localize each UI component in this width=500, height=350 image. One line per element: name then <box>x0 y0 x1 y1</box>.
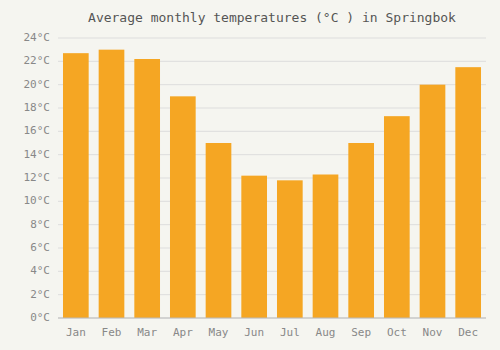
x-tick-label: Jul <box>280 326 300 339</box>
page: {"chart_data": {"type": "bar", "title": … <box>0 0 500 350</box>
x-tick-label: Oct <box>387 326 407 339</box>
bar <box>277 180 303 318</box>
bar <box>348 143 374 318</box>
x-tick-label: Mar <box>137 326 157 339</box>
x-tick-label: Jan <box>66 326 86 339</box>
bar <box>420 85 446 318</box>
x-tick-label: Sep <box>351 326 371 339</box>
x-tick-label: Apr <box>173 326 193 339</box>
y-tick-label: 8°C <box>30 218 50 231</box>
bar <box>134 59 160 318</box>
bar <box>384 116 410 318</box>
y-tick-label: 20°C <box>24 78 51 91</box>
y-tick-label: 14°C <box>24 148 51 161</box>
y-axis: 0°C 2°C 4°C 6°C 8°C 10°C 12°C 14°C 16°C 18°C 20°C 2… <box>24 31 51 324</box>
y-tick-label: 0°C <box>30 311 50 324</box>
x-tick-label: Nov <box>423 326 443 339</box>
title: Average monthly temperatures (°C ) in Sp… <box>88 10 456 25</box>
bar <box>313 175 339 319</box>
bar <box>206 143 232 318</box>
y-tick-label: 12°C <box>24 171 51 184</box>
x-tick-label: Jun <box>244 326 264 339</box>
x-axis: Jan Feb Mar Apr May Jun Jul Aug Sep Oct Nov Dec <box>66 326 478 339</box>
y-tick-label: 2°C <box>30 288 50 301</box>
y-tick-label: 6°C <box>30 241 50 254</box>
grid-line <box>58 318 486 319</box>
chart-container: 0°C 2°C 4°C 6°C 8°C 10°C 12°C 14°C 16°C 18°C 20°C 2… <box>0 0 500 350</box>
y-tick-label: 10°C <box>24 194 51 207</box>
x-tick-label: Aug <box>316 326 336 339</box>
grid <box>58 38 486 318</box>
y-tick-label: 4°C <box>30 264 50 277</box>
y-tick-label: 18°C <box>24 101 51 114</box>
grid-line <box>58 38 486 39</box>
y-tick-label: 22°C <box>24 54 51 67</box>
y-tick-label: 16°C <box>24 124 51 137</box>
y-tick-label: 24°C <box>24 31 51 44</box>
bar <box>455 67 481 318</box>
x-tick-label: Feb <box>102 326 122 339</box>
chart: 0°C 2°C 4°C 6°C 8°C 10°C 12°C 14°C 16°C 18°C 20°C 2… <box>0 0 500 350</box>
x-axis-line <box>58 318 486 319</box>
bar <box>241 176 267 318</box>
bar <box>63 53 89 318</box>
bar <box>170 96 196 318</box>
x-tick-label: Dec <box>458 326 478 339</box>
bars <box>63 50 481 318</box>
x-tick-label: May <box>209 326 229 339</box>
bar <box>99 50 125 318</box>
